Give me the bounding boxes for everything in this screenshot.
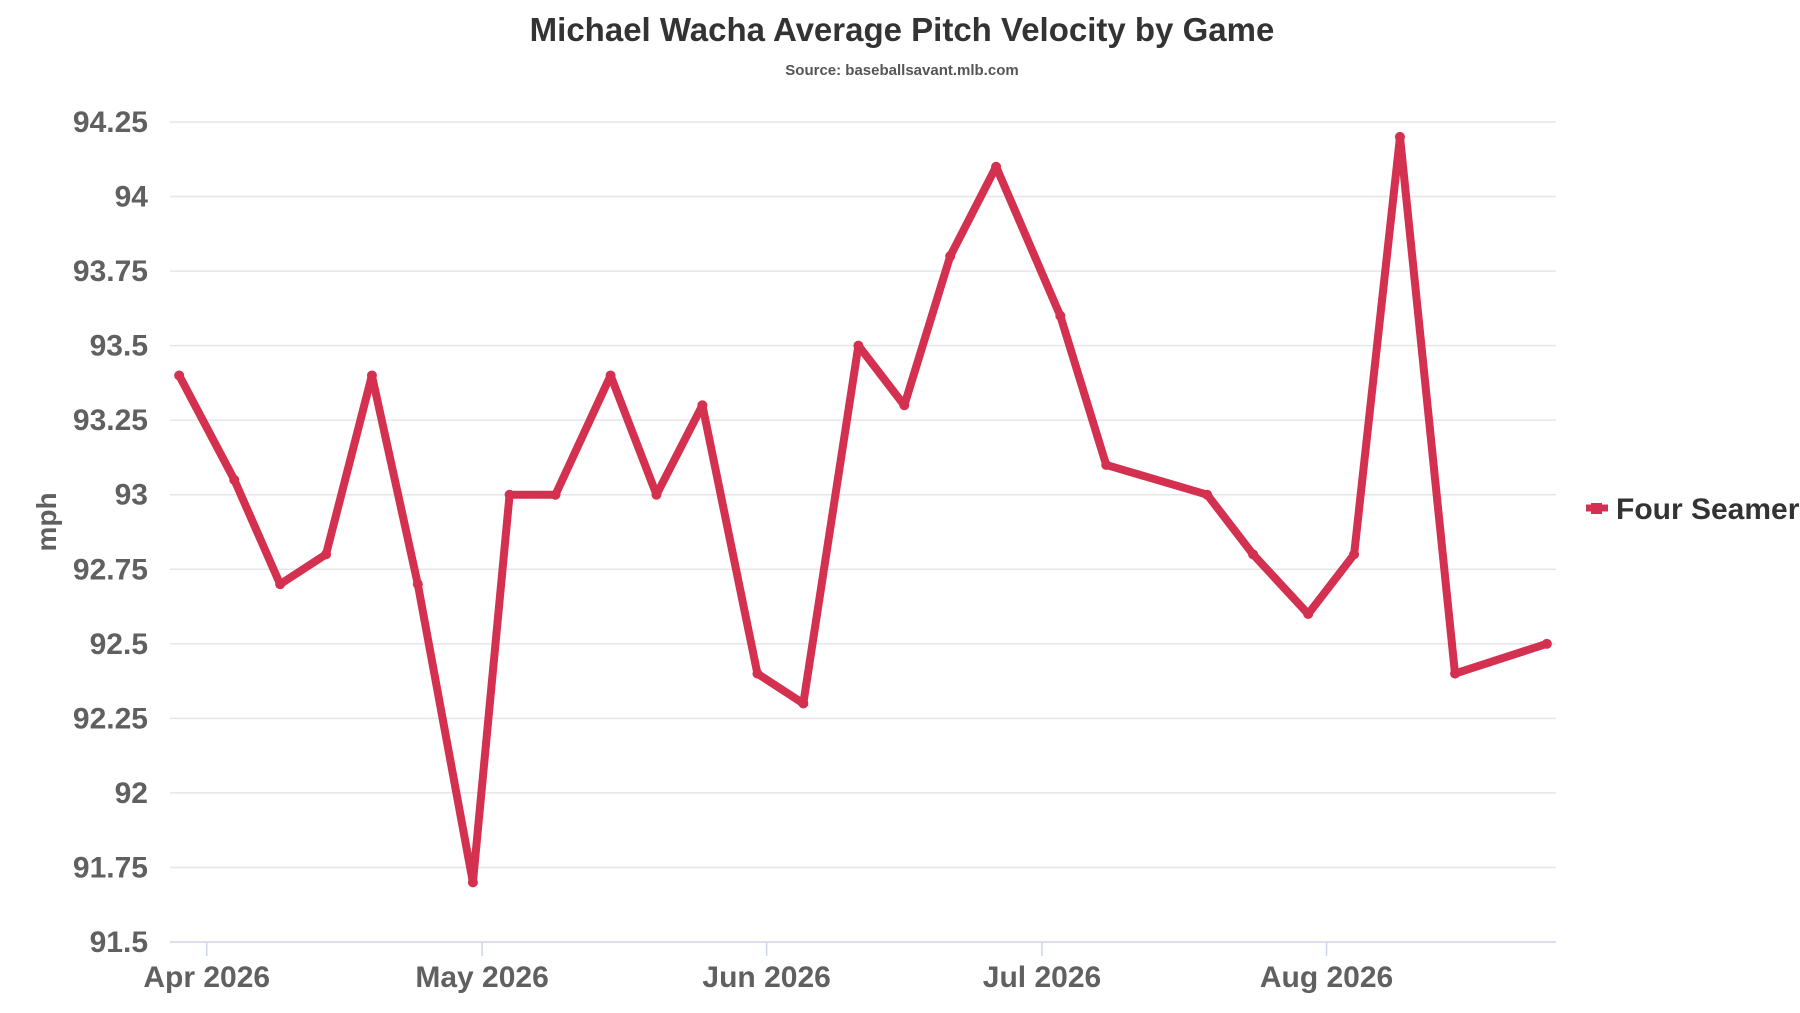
legend-label-four-seamer[interactable]: Four Seamer (1616, 493, 1800, 526)
x-tick-label: Apr 2026 (143, 961, 270, 994)
y-tick-label: 92.75 (73, 553, 148, 586)
y-tick-label: 94 (115, 181, 149, 214)
data-point[interactable] (1248, 549, 1259, 560)
chart-title: Michael Wacha Average Pitch Velocity by … (530, 11, 1275, 48)
data-point[interactable] (899, 400, 910, 411)
data-point[interactable] (174, 370, 185, 381)
data-point[interactable] (991, 161, 1002, 172)
data-point[interactable] (697, 400, 708, 411)
data-point[interactable] (752, 668, 763, 679)
y-tick-label: 93.25 (73, 404, 148, 437)
y-tick-label: 92.25 (73, 702, 148, 735)
y-tick-label: 91.75 (73, 851, 148, 884)
x-axis: Apr 2026 May 2026 Jun 2026 Jul 2026 Aug 2026 (143, 941, 1556, 994)
data-point[interactable] (1541, 638, 1552, 649)
data-point[interactable] (504, 489, 515, 500)
data-point[interactable] (945, 251, 956, 262)
data-point[interactable] (605, 370, 616, 381)
data-point[interactable] (550, 489, 561, 500)
data-point[interactable] (853, 340, 864, 351)
y-axis-label: mph (31, 492, 62, 551)
series-line-four-seamer[interactable] (175, 132, 1551, 887)
data-point[interactable] (321, 549, 332, 560)
y-tick-label: 93.5 (90, 330, 148, 363)
y-tick-label: 91.5 (90, 926, 148, 959)
y-tick-label: 92 (115, 777, 148, 810)
data-point[interactable] (798, 698, 809, 709)
y-tick-label: 93.75 (73, 255, 148, 288)
data-point[interactable] (1303, 609, 1314, 619)
data-point[interactable] (1202, 489, 1213, 500)
y-tick-label: 93 (115, 479, 148, 512)
data-point[interactable] (651, 489, 662, 500)
data-point[interactable] (1055, 310, 1066, 321)
y-tick-label: 94.25 (73, 106, 148, 139)
x-tick-label: Jun 2026 (702, 961, 830, 994)
data-point[interactable] (275, 579, 286, 590)
legend[interactable]: Four Seamer (1586, 493, 1800, 526)
data-point[interactable] (229, 474, 240, 485)
x-tick-label: Jul 2026 (983, 961, 1101, 994)
y-tick-label: 92.5 (90, 628, 148, 661)
data-point[interactable] (366, 370, 377, 381)
gridlines (170, 121, 1556, 869)
x-tick-label: Aug 2026 (1260, 961, 1393, 994)
data-point[interactable] (467, 877, 478, 888)
legend-marker-four-seamer (1591, 503, 1602, 514)
data-point[interactable] (1394, 131, 1405, 142)
data-point[interactable] (412, 579, 423, 590)
series-layer (174, 131, 1552, 888)
data-point[interactable] (1349, 549, 1360, 560)
y-axis-ticks: 91.5 91.75 92 92.25 92.5 92.75 93 93.25 93.5 93.7… (73, 106, 148, 959)
data-point[interactable] (1101, 459, 1112, 470)
data-point[interactable] (1450, 668, 1461, 679)
x-tick-label: May 2026 (415, 961, 548, 994)
chart-subtitle: Source: baseballsavant.mlb.com (785, 62, 1018, 79)
